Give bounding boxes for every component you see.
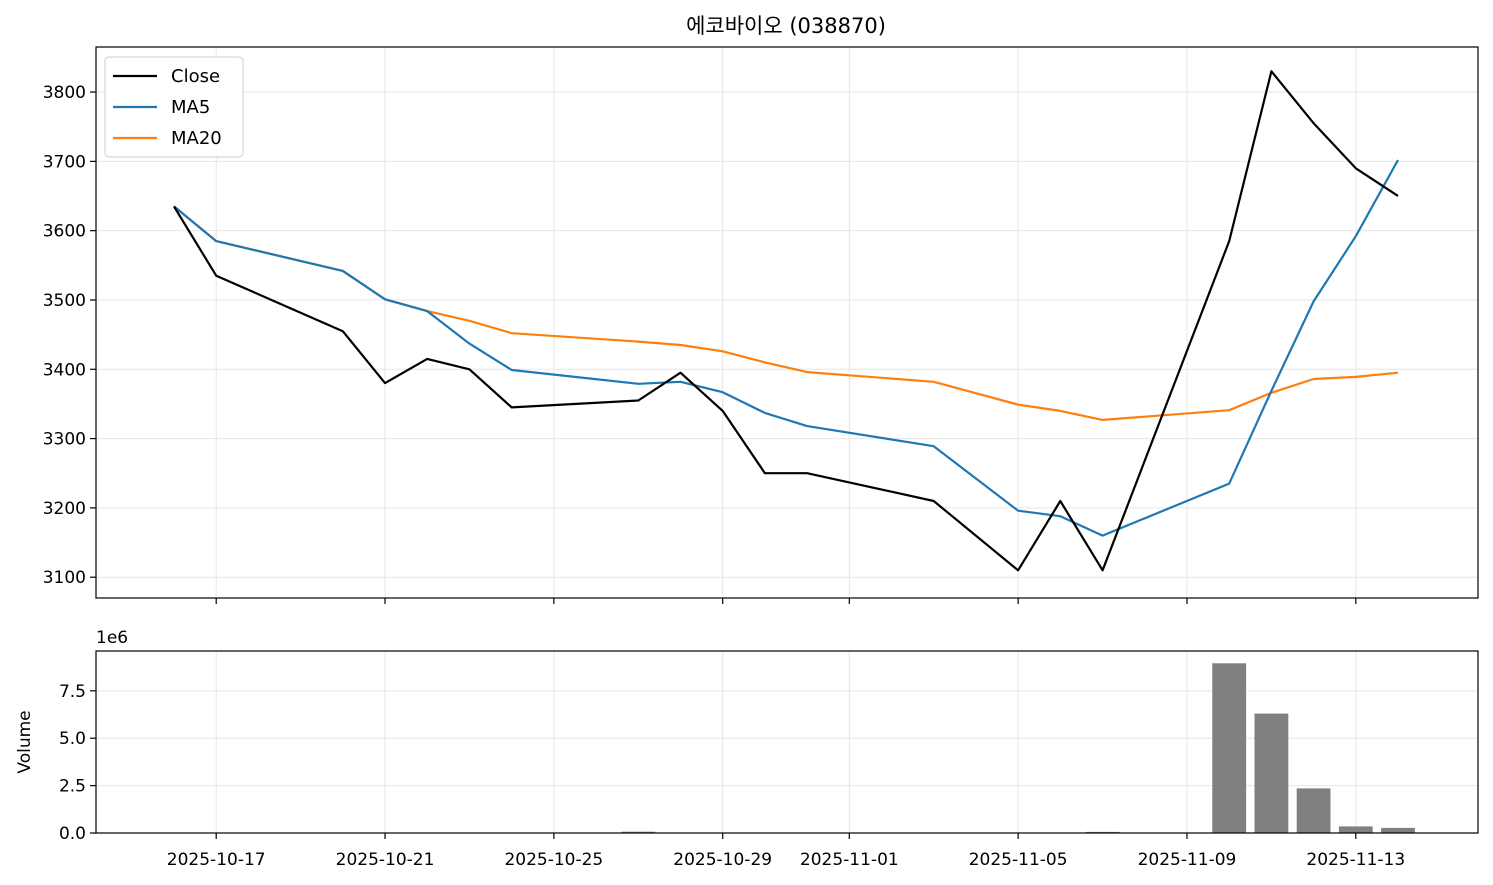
volume-bar [1212, 663, 1247, 833]
volume-offset-label: 1e6 [96, 628, 128, 648]
series-line-close [173, 70, 1399, 572]
legend-label-ma20: MA20 [171, 128, 222, 149]
legend-label-close: Close [171, 66, 220, 87]
x-tick-label: 2025-10-29 [673, 850, 772, 870]
price-lines [173, 70, 1399, 572]
x-tick-label: 2025-11-05 [969, 850, 1068, 870]
x-tick-label: 2025-10-21 [336, 850, 435, 870]
price-y-tick-label: 3700 [43, 152, 86, 172]
legend-label-ma5: MA5 [171, 97, 210, 118]
volume-bar [1254, 713, 1289, 833]
volume-bar [1381, 827, 1415, 833]
series-line-ma20 [173, 205, 1399, 421]
price-axes-frame [95, 46, 1479, 599]
legend: Close MA5 MA20 [104, 56, 244, 158]
price-y-tick-label: 3800 [43, 83, 86, 103]
volume-y-tick-label: 0.0 [59, 824, 86, 844]
x-tick-label: 2025-11-09 [1138, 850, 1237, 870]
price-y-tick-label: 3100 [43, 568, 86, 588]
price-panel: 3100 3200 3300 3400 3500 3600 3700 3800 Close MA… [43, 46, 1479, 604]
series-line-ma5 [173, 159, 1399, 537]
x-tick-label: 2025-11-01 [800, 850, 899, 870]
x-tick-label: 2025-10-25 [504, 850, 603, 870]
price-grid [96, 47, 1478, 598]
volume-axis-label: Volume [15, 710, 35, 773]
volume-y-tick-label: 2.5 [59, 777, 86, 797]
x-tick-label: 2025-10-17 [167, 850, 266, 870]
volume-panel: 2025-10-17 2025-10-21 2025-10-25 2025-10-29… [15, 628, 1479, 870]
volume-bar [621, 831, 656, 833]
price-y-tick-label: 3400 [43, 360, 86, 380]
chart-title: 에코바이오 (038870) [686, 14, 886, 38]
volume-bar [1296, 788, 1331, 833]
price-ticks: 3100 3200 3300 3400 3500 3600 3700 3800 [43, 83, 1357, 604]
legend-box [104, 56, 244, 158]
price-y-tick-label: 3600 [43, 222, 86, 242]
price-y-tick-label: 3200 [43, 499, 86, 519]
volume-y-tick-label: 5.0 [59, 729, 86, 749]
volume-bars [157, 663, 1415, 833]
volume-bar [1338, 826, 1373, 833]
volume-ticks: 2025-10-17 2025-10-21 2025-10-25 2025-10-29… [59, 682, 1405, 870]
x-tick-label: 2025-11-13 [1306, 850, 1405, 870]
price-y-tick-label: 3300 [43, 430, 86, 450]
volume-axes-frame [95, 650, 1479, 834]
price-y-tick-label: 3500 [43, 291, 86, 311]
volume-y-tick-label: 7.5 [59, 682, 86, 702]
